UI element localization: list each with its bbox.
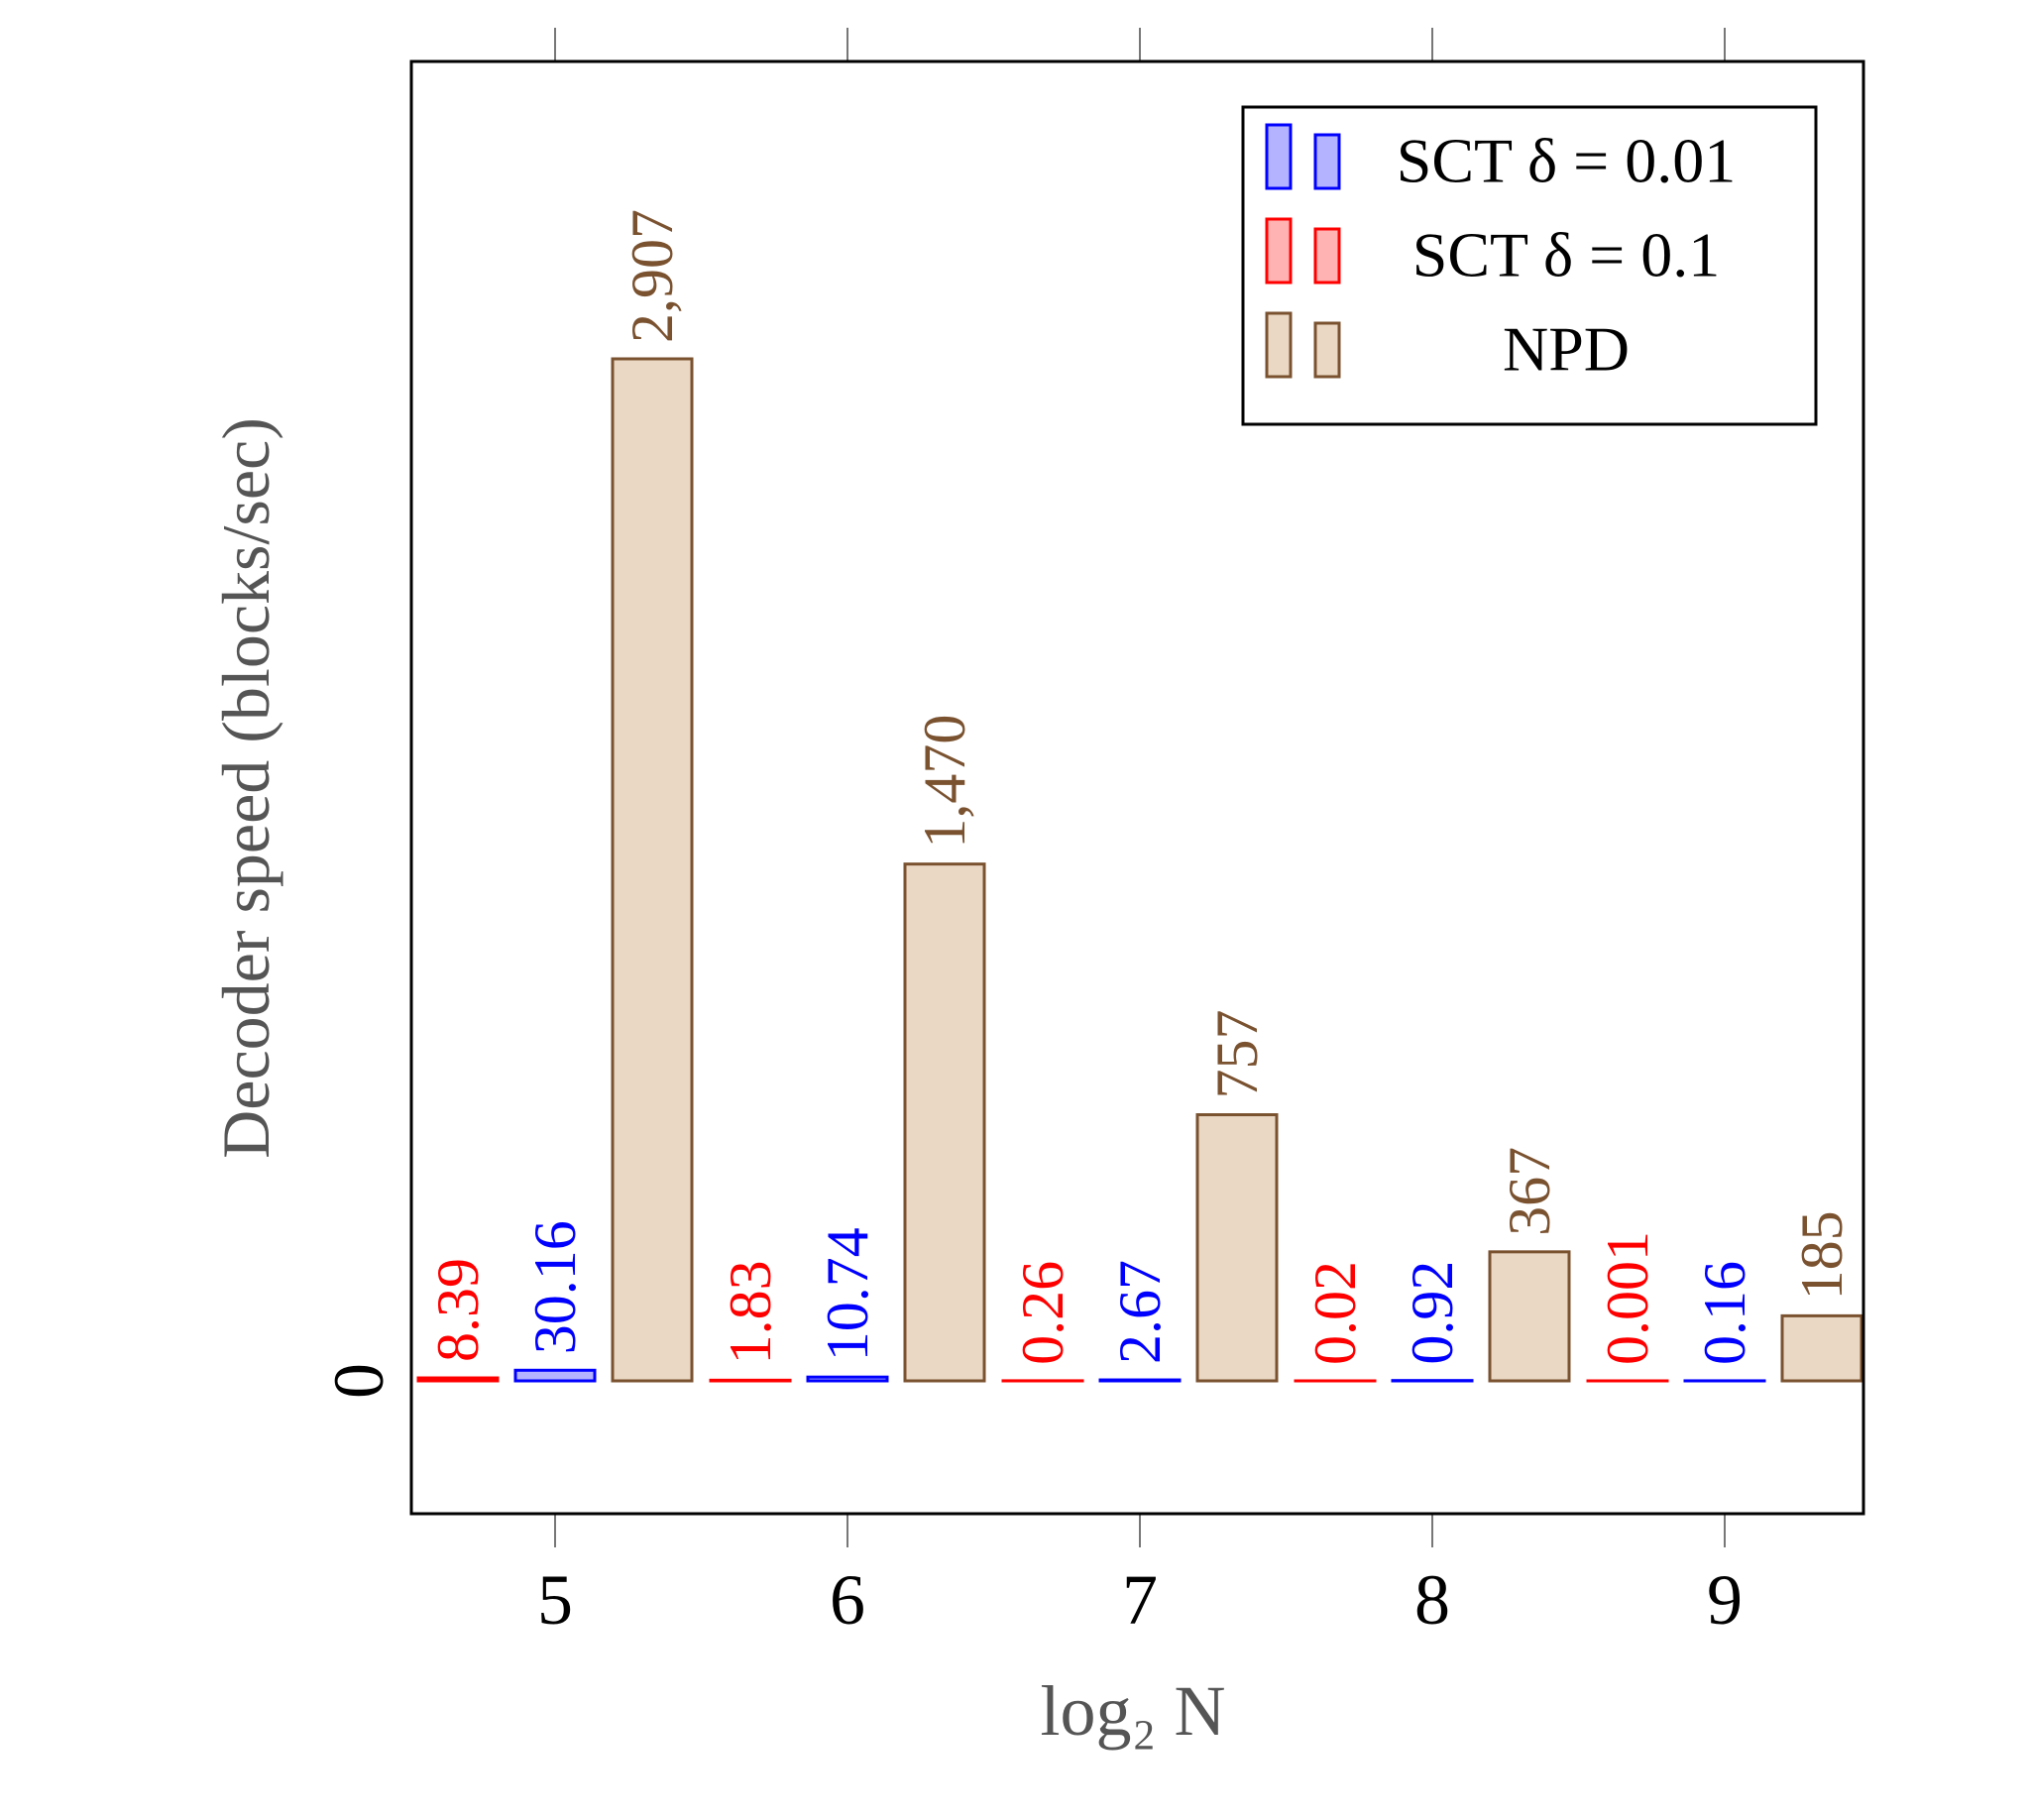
y-tick-label-0: 0 bbox=[319, 1363, 398, 1399]
bar-series2-6 bbox=[905, 864, 984, 1381]
bar-series0-5 bbox=[418, 1378, 498, 1381]
bar-series2-9 bbox=[1782, 1315, 1861, 1381]
x-tick-label-5: 5 bbox=[537, 1560, 573, 1640]
legend-swatch-b-1 bbox=[1315, 229, 1339, 283]
bar-series0-6 bbox=[711, 1380, 790, 1381]
bar-value-label-series1-9: 0.16 bbox=[1692, 1261, 1757, 1365]
bar-series1-5 bbox=[515, 1370, 595, 1381]
bar-value-label-series2-9: 185 bbox=[1789, 1210, 1855, 1300]
legend-swatch-a-2 bbox=[1267, 313, 1291, 377]
legend-swatch-a-1 bbox=[1267, 219, 1291, 283]
legend-label-2: NPD bbox=[1503, 314, 1630, 385]
bar-value-label-series0-7: 0.26 bbox=[1010, 1261, 1075, 1365]
bars-layer bbox=[418, 359, 1861, 1381]
bar-value-label-series2-6: 1,470 bbox=[912, 715, 977, 849]
bar-value-label-series2-5: 2,907 bbox=[620, 209, 685, 343]
bar-value-label-series0-5: 8.39 bbox=[425, 1258, 491, 1362]
x-tick-label-9: 9 bbox=[1707, 1560, 1743, 1640]
bar-value-label-series1-6: 10.74 bbox=[815, 1227, 880, 1361]
bar-value-label-series2-8: 367 bbox=[1497, 1147, 1562, 1236]
bar-value-label-series1-7: 2.67 bbox=[1107, 1260, 1173, 1364]
legend: SCT δ = 0.01 SCT δ = 0.1 NPD bbox=[1243, 107, 1816, 424]
x-tick-labels: 5 6 7 8 9 bbox=[537, 1560, 1743, 1640]
legend-swatch-a-0 bbox=[1267, 125, 1291, 188]
bar-value-label-series0-8: 0.02 bbox=[1302, 1261, 1368, 1365]
bar-value-label-series0-9: 0.001 bbox=[1595, 1231, 1660, 1365]
bar-value-label-series1-8: 0.92 bbox=[1400, 1261, 1465, 1365]
legend-swatch-b-2 bbox=[1315, 323, 1339, 377]
x-axis-label: log₂ N bbox=[1040, 1671, 1225, 1751]
bar-value-label-series1-5: 30.16 bbox=[522, 1220, 588, 1354]
legend-label-1: SCT δ = 0.1 bbox=[1412, 220, 1720, 290]
bar-series2-8 bbox=[1490, 1252, 1569, 1381]
legend-swatch-b-0 bbox=[1315, 135, 1339, 188]
bar-series2-5 bbox=[613, 359, 692, 1381]
bar-series1-7 bbox=[1100, 1380, 1180, 1381]
bar-value-label-series2-7: 757 bbox=[1204, 1010, 1270, 1099]
bar-series2-7 bbox=[1197, 1115, 1277, 1381]
x-tick-label-6: 6 bbox=[830, 1560, 865, 1640]
y-tick-labels: 0 bbox=[319, 1363, 398, 1399]
bar-series1-6 bbox=[808, 1377, 887, 1381]
y-axis-label: Decoder speed (blocks/sec) bbox=[208, 417, 283, 1159]
legend-label-0: SCT δ = 0.01 bbox=[1397, 126, 1736, 196]
x-tick-label-8: 8 bbox=[1414, 1560, 1450, 1640]
bar-value-label-series0-6: 1.83 bbox=[718, 1260, 783, 1364]
x-tick-label-7: 7 bbox=[1122, 1560, 1158, 1640]
